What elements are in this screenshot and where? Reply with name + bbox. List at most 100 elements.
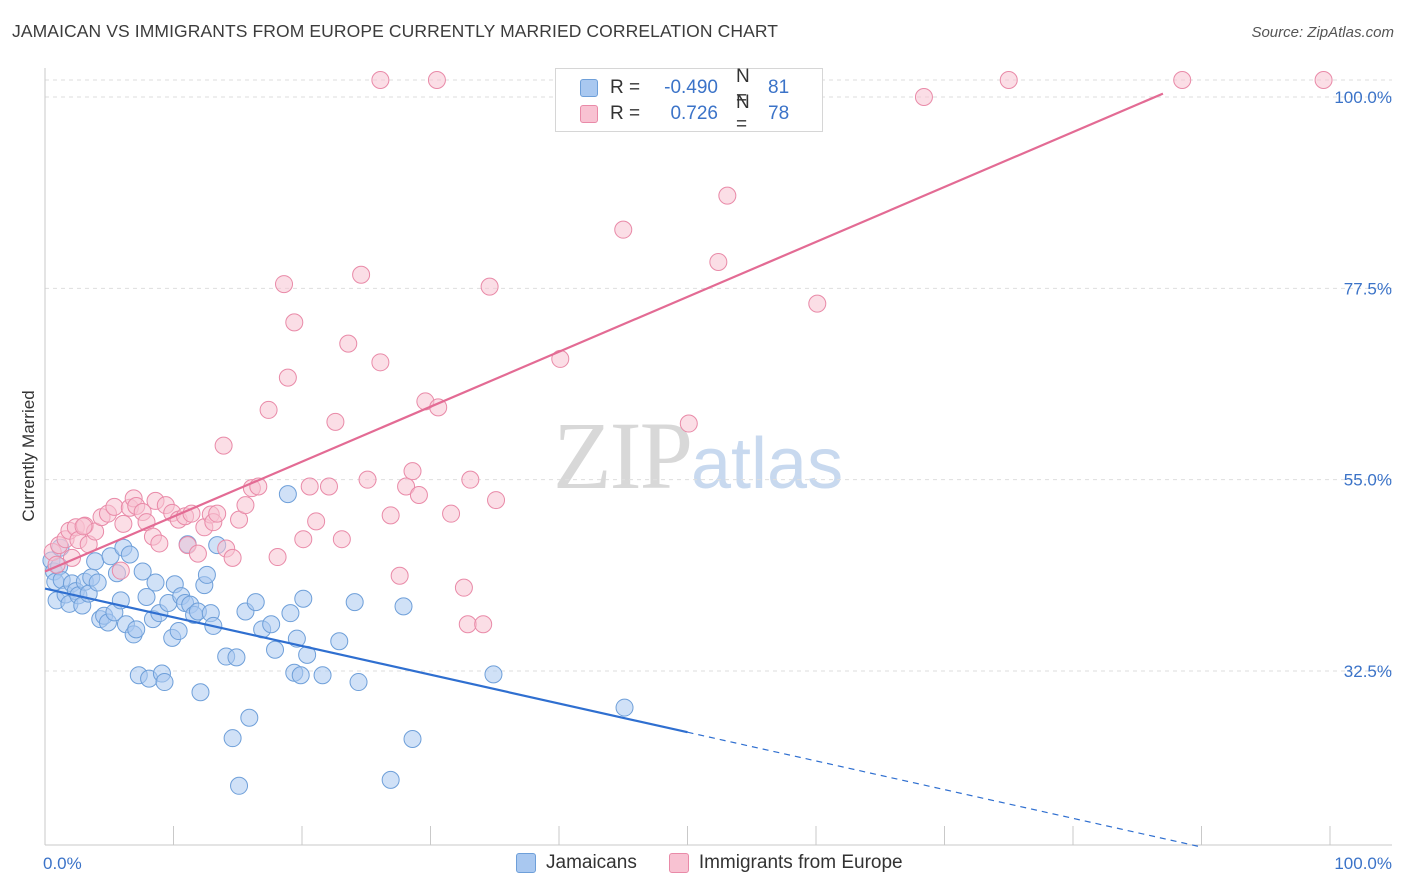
legend-row-immigrants: R = 0.726 N = 78 <box>580 92 790 135</box>
immigrants-point <box>461 470 480 489</box>
immigrants-point <box>74 517 93 536</box>
immigrants-point <box>236 496 255 515</box>
legend-r-value: 0.726 <box>670 103 718 124</box>
watermark-zip: ZIP <box>553 402 693 509</box>
immigrants-point <box>709 252 728 271</box>
jamaicans-point <box>86 552 105 571</box>
legend-swatch-jamaicans <box>580 79 598 97</box>
immigrants-point <box>397 477 416 496</box>
source-label: Source: ZipAtlas.com <box>1251 24 1394 41</box>
legend-r-label: R = <box>610 103 641 124</box>
jamaicans-point <box>169 622 188 641</box>
immigrants-trend-line <box>44 92 1164 573</box>
axes <box>44 68 1392 846</box>
immigrants-point <box>718 186 737 205</box>
immigrants-point <box>326 412 345 431</box>
immigrants-point <box>332 530 351 549</box>
jamaicans-point <box>349 673 368 692</box>
immigrants-point <box>278 368 297 387</box>
legend-n-value: 81 <box>768 77 790 98</box>
trend-lines <box>44 92 1202 848</box>
immigrants-point <box>381 506 400 525</box>
immigrants-point <box>371 71 390 89</box>
immigrants-point <box>319 477 338 496</box>
correlation-legend: R = -0.490 N = 81 R = 0.726 N = 78 <box>555 66 823 135</box>
jamaicans-point <box>191 683 210 702</box>
immigrants-point <box>409 485 428 504</box>
chart-title: JAMAICAN VS IMMIGRANTS FROM EUROPE CURRE… <box>12 21 779 41</box>
immigrants-point <box>390 566 409 585</box>
legend-r-label: R = <box>610 77 641 98</box>
immigrants-point <box>679 414 698 433</box>
jamaicans-point <box>197 565 216 584</box>
x-tick-label: 100.0% <box>1334 854 1392 873</box>
immigrants-point <box>358 470 377 489</box>
immigrants-point <box>454 578 473 597</box>
jamaicans-point <box>146 573 165 592</box>
immigrants-point <box>487 491 506 510</box>
legend-item-immigrants[interactable]: Immigrants from Europe <box>668 852 903 874</box>
y-tick-label: 100.0% <box>1334 88 1392 107</box>
y-tick-label: 32.5% <box>1344 662 1392 681</box>
jamaicans-point <box>281 604 300 623</box>
jamaicans-point <box>330 632 349 651</box>
jamaicans-point <box>484 665 503 684</box>
tick-labels: 32.5% 55.0% 77.5% 100.0% 0.0% 100.0% <box>43 88 1392 873</box>
immigrants-point <box>114 514 133 533</box>
legend-label-immigrants: Immigrants from Europe <box>698 852 903 873</box>
legend-label-jamaicans: Jamaicans <box>546 852 637 873</box>
immigrants-point <box>294 530 313 549</box>
legend-swatch-immigrants <box>580 105 598 123</box>
series-legend: Jamaicans Immigrants from Europe <box>516 852 935 874</box>
immigrants-point <box>458 615 477 634</box>
immigrants-point <box>105 497 124 516</box>
y-axis-label: Currently Married <box>19 390 38 521</box>
jamaicans-point <box>381 770 400 789</box>
legend-swatch-immigrants <box>668 853 689 873</box>
legend-row-jamaicans: R = -0.490 N = 81 <box>580 66 790 109</box>
jamaicans-point <box>394 597 413 616</box>
immigrants-point <box>352 265 371 284</box>
jamaicans-point <box>278 485 297 504</box>
legend-r-value: -0.490 <box>664 77 718 98</box>
jamaicans-point <box>246 593 265 612</box>
jamaicans-point <box>223 729 242 748</box>
jamaicans-point <box>88 573 107 592</box>
jamaicans-point <box>127 620 146 639</box>
legend-n-label: N = <box>736 66 750 109</box>
immigrants-points <box>43 71 1333 634</box>
immigrants-point <box>188 544 207 563</box>
jamaicans-point <box>615 698 634 717</box>
immigrants-point <box>999 71 1018 89</box>
jamaicans-point <box>294 589 313 608</box>
watermark-atlas: atlas <box>691 424 844 504</box>
immigrants-point <box>300 477 319 496</box>
immigrants-point <box>111 561 130 580</box>
jamaicans-point <box>155 673 174 692</box>
jamaicans-point <box>291 666 310 685</box>
jamaicans-point <box>313 666 332 685</box>
immigrants-point <box>259 400 278 419</box>
immigrants-point <box>371 353 390 372</box>
jamaicans-point <box>262 615 281 634</box>
immigrants-point <box>150 534 169 553</box>
jamaicans-trend-line <box>44 587 688 734</box>
immigrants-point <box>614 220 633 239</box>
immigrants-point <box>208 504 227 523</box>
legend-item-jamaicans[interactable]: Jamaicans <box>516 852 637 874</box>
legend-n-value: 78 <box>768 103 790 124</box>
immigrants-point <box>223 548 242 567</box>
immigrants-point <box>442 504 461 523</box>
jamaicans-point <box>240 708 259 727</box>
jamaicans-point <box>403 730 422 749</box>
legend-n-label: N = <box>736 92 750 135</box>
immigrants-point <box>403 462 422 481</box>
immigrants-point <box>427 71 446 89</box>
jamaicans-point <box>345 593 364 612</box>
immigrants-point <box>307 512 326 531</box>
jamaicans-points <box>42 485 634 795</box>
immigrants-point <box>268 548 287 567</box>
immigrants-point <box>1314 71 1333 89</box>
y-tick-label: 77.5% <box>1344 279 1392 298</box>
